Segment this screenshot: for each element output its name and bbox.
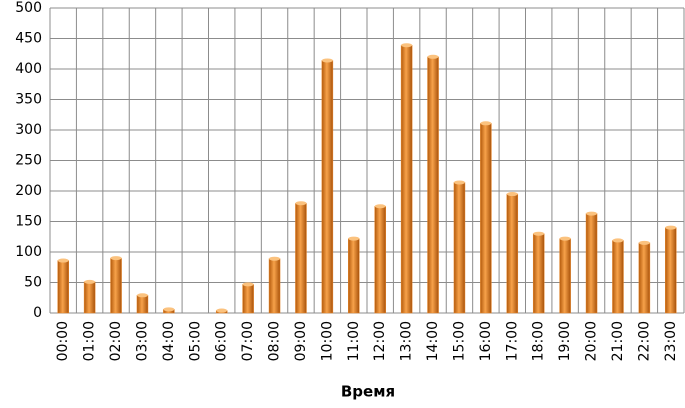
- x-tick-label: 09:00: [293, 321, 309, 361]
- bar-cap: [242, 282, 254, 287]
- y-tick-label: 500: [15, 0, 42, 16]
- bar: [612, 240, 624, 314]
- bar-cap: [612, 238, 624, 243]
- bar: [268, 258, 281, 314]
- x-axis-label: Время: [341, 383, 395, 401]
- x-tick-label: 21:00: [610, 321, 626, 361]
- bar: [348, 238, 360, 314]
- bar-cap: [480, 121, 492, 126]
- bar: [638, 242, 651, 314]
- x-tick-label: 05:00: [187, 321, 203, 361]
- bar: [242, 284, 254, 314]
- bar-cap: [453, 180, 465, 185]
- bar-cap: [348, 236, 360, 241]
- bar: [400, 44, 413, 314]
- bar-cap: [559, 236, 571, 241]
- x-tick-label: 19:00: [557, 321, 573, 361]
- bar-cap: [586, 211, 598, 216]
- x-tick-label: 11:00: [346, 321, 362, 361]
- y-tick-label: 400: [15, 61, 42, 77]
- bar: [453, 182, 466, 314]
- x-tick-label: 02:00: [108, 321, 124, 361]
- x-tick-label: 04:00: [161, 321, 177, 361]
- y-tick-label: 50: [24, 275, 42, 291]
- y-tick-label: 300: [15, 122, 42, 138]
- bar-cap: [506, 192, 518, 197]
- x-tick-label: 14:00: [425, 321, 441, 361]
- bar-cap: [665, 225, 677, 230]
- bar: [110, 257, 122, 314]
- y-tick-label: 200: [15, 183, 42, 199]
- bar-cap: [84, 279, 96, 284]
- bar-cap: [638, 240, 650, 245]
- bar-cap: [110, 256, 122, 261]
- bar: [427, 56, 439, 314]
- x-tick-label: 12:00: [372, 321, 388, 361]
- y-tick-label: 350: [15, 92, 42, 108]
- bar: [295, 202, 307, 314]
- y-tick-label: 100: [15, 244, 42, 260]
- x-tick-label: 01:00: [82, 321, 98, 361]
- bar: [506, 193, 519, 314]
- x-tick-label: 22:00: [636, 321, 652, 361]
- bar: [136, 295, 149, 314]
- bar: [480, 123, 492, 314]
- bar-cap: [295, 201, 307, 206]
- bar: [585, 213, 598, 314]
- bar-cap: [321, 58, 333, 63]
- bar-cap: [57, 258, 69, 263]
- y-tick-label: 150: [15, 214, 42, 230]
- bar-cap: [374, 204, 386, 209]
- x-tick-label: 00:00: [55, 321, 71, 361]
- bar-cap: [269, 256, 281, 261]
- x-tick-label: 06:00: [214, 321, 230, 361]
- y-tick-label: 0: [33, 305, 42, 321]
- x-tick-label: 23:00: [663, 321, 679, 361]
- y-tick-label: 250: [15, 153, 42, 169]
- bar: [83, 281, 96, 314]
- x-tick-label: 17:00: [504, 321, 520, 361]
- x-tick-label: 03:00: [134, 321, 150, 361]
- bar-cap: [427, 54, 439, 59]
- bar-cap: [136, 293, 148, 298]
- bar-cap: [163, 307, 175, 312]
- bar: [57, 260, 69, 314]
- x-tick-label: 10:00: [319, 321, 335, 361]
- x-tick-label: 20:00: [584, 321, 600, 361]
- bar-cap: [401, 43, 413, 48]
- bar-cap: [216, 308, 228, 313]
- x-tick-label: 16:00: [478, 321, 494, 361]
- bar: [374, 206, 386, 314]
- bar-cap: [533, 231, 545, 236]
- x-tick-label: 15:00: [451, 321, 467, 361]
- x-tick-label: 13:00: [399, 321, 415, 361]
- bar: [665, 227, 677, 314]
- bar: [559, 238, 571, 314]
- x-tick-label: 07:00: [240, 321, 256, 361]
- x-tick-label: 08:00: [267, 321, 283, 361]
- y-tick-label: 450: [15, 31, 42, 47]
- bar: [321, 60, 334, 314]
- x-tick-label: 18:00: [531, 321, 547, 361]
- bar: [532, 233, 545, 314]
